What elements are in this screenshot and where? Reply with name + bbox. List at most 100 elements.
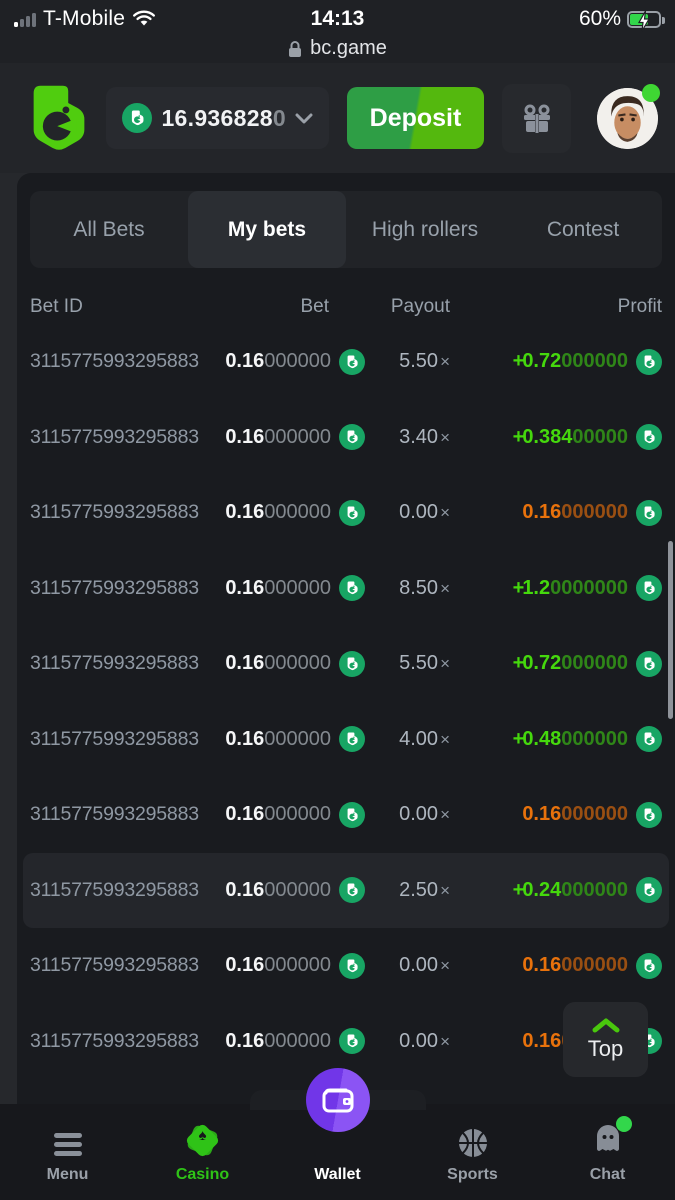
profit-sign: + (512, 350, 525, 373)
payout-value: 4.00 × (399, 727, 450, 750)
col-bet-id: Bet ID (30, 296, 83, 317)
tab-contest[interactable]: Contest (546, 217, 620, 241)
col-bet: Bet (300, 296, 329, 317)
scrollbar-thumb[interactable] (668, 541, 673, 719)
bet-amount-zeros: 000000 (264, 878, 331, 901)
profit-zeros: 00000 (572, 425, 628, 448)
nav-sports-label: Sports (447, 1166, 498, 1183)
table-row[interactable]: 3115775993295883 0.16000000 0.00× 0.1600… (30, 475, 662, 551)
coin-icon (339, 726, 365, 752)
profit-zeros: 0000000 (550, 576, 628, 599)
chevron-down-icon (295, 113, 313, 123)
bonus-button[interactable] (502, 83, 571, 153)
profit-main: 1.2 (522, 576, 551, 599)
table-row[interactable]: 3115775993295883 0.16000000 3.40 × +0.384… (30, 400, 662, 476)
deposit-button[interactable]: Deposit (347, 87, 484, 149)
bet-amount-zeros: 000000 (264, 727, 331, 750)
bet-amount-zeros: 000000 (264, 1029, 331, 1052)
table-row[interactable]: 3115775993295883 0.16000000 2.50 × +0.240… (23, 852, 669, 928)
table-row[interactable]: 3115775993295883 0.16000000 0.00× 0.1600… (30, 928, 662, 1004)
bet-amount: 0.16000000 (205, 349, 365, 375)
profit-zeros: 000000 (561, 878, 628, 901)
bet-amount: 0.16000000 (205, 651, 365, 677)
nav-menu[interactable]: Menu (0, 1104, 135, 1200)
tab-high-rollers[interactable]: High rollers (371, 217, 479, 241)
coin-icon (636, 349, 662, 375)
profit-main: 0.16 (522, 1029, 562, 1052)
status-bar: T-Mobile 14:13 60% (0, 0, 675, 34)
bet-id: 3115775993295883 (30, 878, 199, 901)
table-row[interactable]: 3115775993295883 0.16000000 4.00 × +0.480… (30, 702, 662, 778)
bcgame-logo[interactable] (30, 84, 88, 152)
coin-icon (339, 575, 365, 601)
bet-amount-main: 0.16 (225, 350, 265, 373)
profit-value: +0.48000000 (450, 726, 662, 752)
bet-amount-main: 0.16 (225, 803, 265, 826)
nav-casino[interactable]: ♠ Casino (135, 1104, 270, 1200)
profit-sign: + (512, 727, 525, 750)
nav-wallet[interactable]: Wallet (249, 1068, 426, 1200)
multiplier-symbol: × (440, 880, 450, 900)
browser-url-bar[interactable]: bc.game (0, 34, 675, 63)
profit-main: 0.24 (522, 878, 562, 901)
coin-icon (636, 802, 662, 828)
multiplier-symbol: × (440, 956, 450, 976)
top-button-label: Top (587, 1035, 624, 1061)
coin-icon (636, 953, 662, 979)
profit-value: +0.72000000 (450, 349, 662, 375)
profit-zeros: 000000 (561, 954, 628, 977)
profit-sign: + (512, 652, 525, 675)
bet-amount: 0.16000000 (205, 424, 365, 450)
profit-zeros: 000000 (561, 652, 628, 675)
lock-icon (289, 40, 302, 57)
nav-chat[interactable]: Chat (540, 1104, 675, 1200)
profit-zeros: 000000 (561, 727, 628, 750)
profile-avatar[interactable] (597, 83, 660, 149)
bet-id: 3115775993295883 (30, 954, 199, 977)
multiplier-symbol: × (440, 352, 450, 372)
profit-value: +0.72000000 (450, 651, 662, 677)
clock: 14:13 (310, 7, 365, 30)
coin-icon (339, 1028, 365, 1054)
profit-main: 0.48 (522, 727, 562, 750)
bets-table-body: 3115775993295883 0.16000000 5.50 × +0.720… (23, 324, 669, 1079)
payout-value: 3.40 × (399, 425, 450, 448)
bet-amount-zeros: 000000 (264, 425, 331, 448)
table-row[interactable]: 3115775993295883 0.16000000 8.50 × +1.200… (30, 551, 662, 627)
coin-icon (122, 103, 152, 133)
bet-amount-zeros: 000000 (264, 803, 331, 826)
bets-panel: All Bets My bets High rollers Contest Bet I… (17, 173, 675, 1104)
profit-value: 0.16000000 (450, 802, 662, 828)
balance-dropdown[interactable]: 16.9368280 (106, 87, 329, 149)
profit-value: 0.16000000 (450, 953, 662, 979)
chevron-up-icon (592, 1018, 619, 1032)
profit-main: 0.72 (522, 652, 562, 675)
tab-my-bets[interactable]: My bets (188, 191, 346, 268)
bet-id: 3115775993295883 (30, 576, 199, 599)
scroll-to-top-button[interactable]: Top (563, 1002, 648, 1077)
profit-main: 0.384 (522, 425, 573, 448)
payout-value: 0.00 × (399, 803, 450, 826)
nav-sports[interactable]: Sports (405, 1104, 540, 1200)
table-row[interactable]: 3115775993295883 0.16000000 5.50 × +0.720… (30, 626, 662, 702)
table-row[interactable]: 3115775993295883 0.16000000 0.00× 0.1600… (30, 777, 662, 853)
avatar-image (597, 87, 658, 149)
wifi-icon (133, 10, 156, 26)
wallet-icon (305, 1068, 370, 1132)
coin-icon (636, 500, 662, 526)
col-profit: Profit (617, 296, 662, 317)
payout-value: 8.50 × (399, 576, 450, 599)
multiplier-symbol: × (440, 805, 450, 825)
bet-amount-main: 0.16 (225, 576, 265, 599)
battery-icon (627, 10, 665, 31)
main-content: All Bets My bets High rollers Contest Bet I… (0, 173, 675, 1104)
menu-icon (53, 1133, 82, 1156)
coin-icon (339, 802, 365, 828)
coin-icon (636, 651, 662, 677)
table-row[interactable]: 3115775993295883 0.16000000 5.50 × +0.720… (30, 324, 662, 400)
url-domain: bc.game (310, 37, 387, 59)
profit-sign: + (512, 425, 525, 448)
tab-all-bets[interactable]: All Bets (73, 217, 145, 241)
coin-icon (636, 726, 662, 752)
cell-signal-icon (14, 12, 36, 27)
